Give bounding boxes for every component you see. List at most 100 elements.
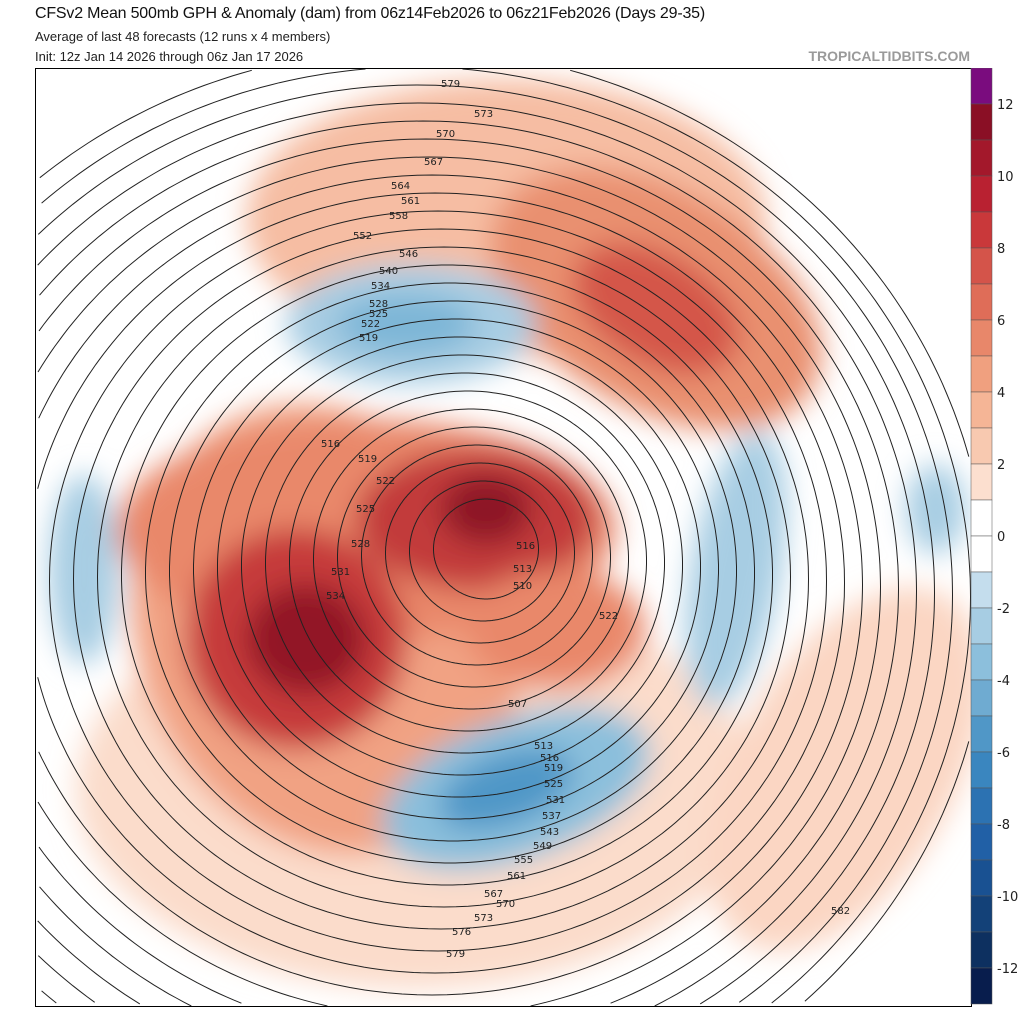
colorbar-tick-label: 8 — [997, 242, 1005, 257]
contour-label: 546 — [399, 249, 418, 260]
anomaly-shading — [49, 79, 971, 989]
map-title: CFSv2 Mean 500mb GPH & Anomaly (dam) fro… — [35, 5, 705, 22]
colorbar-bin — [970, 463, 993, 501]
height-contour — [39, 120, 917, 592]
colorbar-bin — [970, 643, 993, 681]
colorbar-tick-label: -12 — [997, 962, 1018, 977]
contour-label: 579 — [446, 949, 465, 960]
colorbar-bin — [970, 607, 993, 645]
contour-label: 522 — [361, 319, 380, 330]
height-contour — [37, 955, 95, 1003]
contour-label: 513 — [513, 564, 532, 575]
colorbar-bin — [970, 751, 993, 789]
contour-label: 558 — [389, 211, 408, 222]
contour-label: 519 — [359, 333, 378, 344]
height-contour — [37, 156, 881, 588]
height-contour — [217, 336, 701, 798]
height-contour — [38, 584, 863, 996]
contour-label: 516 — [321, 439, 340, 450]
height-contour — [37, 102, 935, 594]
contour-labels: 5795735705675645615585525465405345285255… — [321, 79, 850, 960]
contour-label: 570 — [436, 129, 455, 140]
height-contour — [241, 354, 683, 776]
contour-label: 567 — [484, 889, 503, 900]
colorbar-tick-label: -6 — [997, 746, 1010, 761]
contour-label: 531 — [331, 567, 350, 578]
init-info: Init: 12z Jan 14 2026 through 06z Jan 17… — [35, 49, 304, 64]
contour-label: 519 — [544, 763, 563, 774]
contour-label: 561 — [401, 196, 420, 207]
contour-label: 510 — [513, 581, 532, 592]
height-contour — [41, 69, 366, 204]
colorbar-bin — [970, 895, 993, 933]
contour-label: 525 — [369, 309, 388, 320]
height-contour — [739, 594, 953, 1003]
contour-label: 576 — [452, 927, 471, 938]
height-contour — [462, 69, 971, 598]
colorbar-tick-label: -8 — [997, 818, 1010, 833]
contour-label: 519 — [358, 454, 377, 465]
contour-label: 555 — [514, 855, 533, 866]
height-contour — [38, 138, 899, 590]
colorbar-bin — [970, 859, 993, 897]
colorbar-tick-label: 0 — [997, 530, 1005, 545]
height-contour — [37, 192, 845, 584]
contour-label: 522 — [376, 476, 395, 487]
contour-label: 534 — [371, 281, 390, 292]
height-contour — [38, 846, 242, 1004]
map-subtitle: Average of last 48 forecasts (12 runs x … — [35, 29, 331, 44]
contour-label: 573 — [474, 109, 493, 120]
height-contour — [313, 408, 629, 710]
colorbar-bin — [970, 931, 993, 969]
height-contours — [37, 69, 971, 1006]
brand-watermark: TROPICALTIDBITS.COM — [808, 48, 970, 64]
contour-label: 564 — [391, 181, 410, 192]
height-contour — [72, 228, 809, 930]
contour-label: 567 — [424, 157, 443, 168]
height-contour — [699, 592, 935, 1005]
contour-label: 582 — [831, 906, 850, 917]
contour-label: 525 — [356, 504, 375, 515]
height-contour — [145, 282, 755, 864]
height-contour — [41, 990, 57, 1004]
colorbar-bin — [970, 571, 993, 609]
height-contour — [361, 444, 593, 666]
height-contour — [48, 210, 827, 952]
colorbar-bin — [970, 715, 993, 753]
colorbar-bin — [970, 427, 993, 465]
contour-label: 522 — [599, 611, 618, 622]
colorbar-bin — [970, 967, 993, 1005]
colorbar-bin — [970, 679, 993, 717]
height-contour — [37, 84, 953, 596]
height-contour — [409, 480, 557, 622]
contour-label: 537 — [542, 811, 561, 822]
height-contour — [385, 462, 575, 644]
height-contour — [570, 69, 970, 457]
colorbar-bin — [970, 499, 993, 537]
colorbar-bin — [970, 247, 993, 285]
height-contour — [169, 300, 737, 842]
contour-label: 573 — [474, 913, 493, 924]
height-contour — [289, 390, 647, 732]
contour-label: 507 — [508, 699, 527, 710]
height-contour — [771, 596, 971, 1004]
contour-label: 570 — [496, 899, 515, 910]
colorbar-tick-label: -4 — [997, 674, 1010, 689]
height-contour — [39, 886, 192, 1006]
height-contour — [654, 590, 917, 1006]
colorbar-tick-label: 10 — [997, 170, 1014, 185]
height-contour — [37, 801, 328, 1006]
contour-label: 516 — [516, 541, 535, 552]
colorbar-tick-label: 4 — [997, 386, 1005, 401]
colorbar-tick-label: 6 — [997, 314, 1005, 329]
colorbar-tick-label: -2 — [997, 602, 1010, 617]
colorbar-bin — [970, 175, 993, 213]
colorbar-bin — [970, 391, 993, 429]
colorbar-bin — [970, 211, 993, 249]
contour-label: 552 — [353, 231, 372, 242]
height-contour — [37, 582, 845, 974]
colorbar-bin — [970, 283, 993, 321]
colorbar-tick-label: 2 — [997, 458, 1005, 473]
colorbar-bin — [970, 68, 993, 105]
contour-label: 534 — [326, 591, 345, 602]
